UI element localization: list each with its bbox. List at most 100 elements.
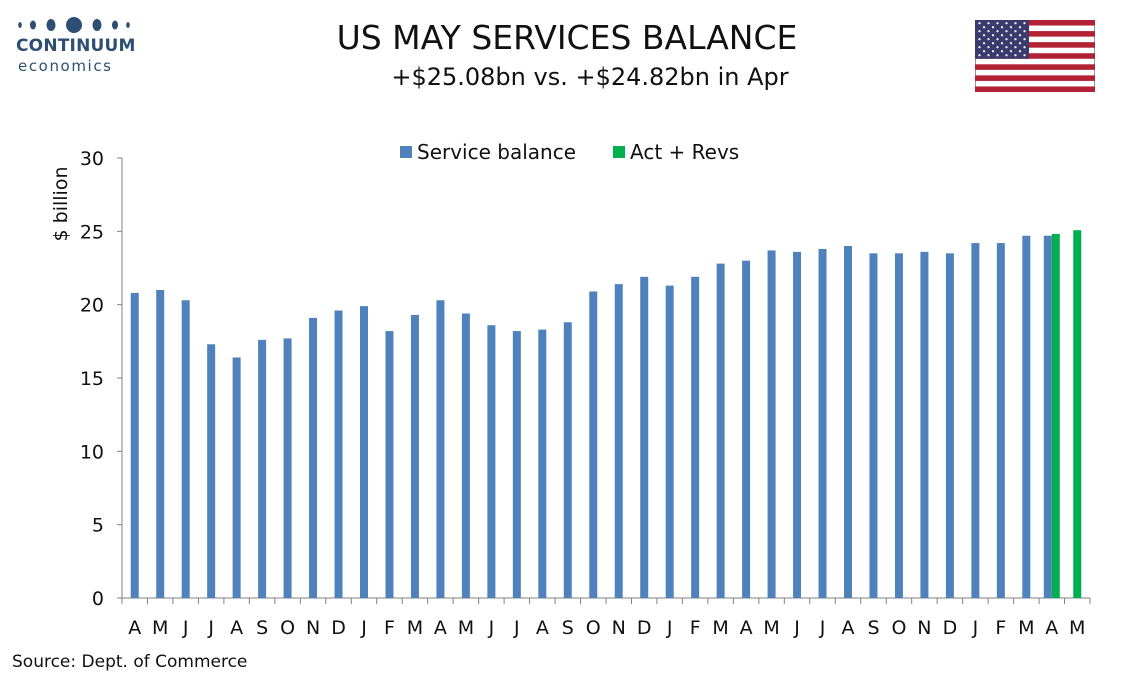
bar-service-balance — [232, 357, 241, 598]
bar-act-revs — [1073, 230, 1082, 598]
logo-wordmark: CONTINUUM — [16, 36, 136, 56]
chart-title: US MAY SERVICES BALANCE — [336, 18, 798, 57]
logo-subtitle: economics — [18, 57, 113, 75]
x-tick-label: N — [306, 617, 320, 639]
bar-service-balance — [156, 290, 165, 598]
y-tick-label: 10 — [80, 441, 104, 463]
x-tick-label: S — [256, 617, 268, 639]
bar-service-balance — [512, 331, 521, 598]
y-tick-label: 30 — [80, 148, 104, 170]
bar-service-balance — [844, 246, 852, 598]
x-tick-label: F — [995, 617, 1006, 639]
bar-service-balance — [1022, 235, 1031, 598]
y-tick-label: 0 — [92, 588, 104, 610]
x-tick-label: J — [488, 617, 495, 639]
bar-service-balance — [665, 285, 674, 598]
y-tick-label: 15 — [80, 368, 104, 390]
x-tick-label: J — [819, 617, 826, 639]
x-tick-label: J — [360, 617, 367, 639]
x-tick-label: A — [434, 617, 447, 639]
x-tick-label: D — [943, 617, 958, 639]
chart-subtitle: +$25.08bn vs. +$24.82bn in Apr — [391, 63, 789, 91]
x-tick-label: N — [612, 617, 626, 639]
bar-act-revs — [1051, 233, 1060, 598]
legend-service-balance-swatch — [400, 146, 412, 158]
legend-act-revs-label: Act + Revs — [630, 140, 739, 164]
x-tick-label: S — [867, 617, 879, 639]
bar-service-balance — [920, 251, 929, 598]
bar-service-balance — [487, 325, 496, 598]
x-tick-label: A — [536, 617, 549, 639]
source-note: Source: Dept. of Commerce — [12, 652, 248, 672]
x-tick-label: A — [128, 617, 141, 639]
x-tick-label: M — [1018, 617, 1034, 639]
x-tick-label: M — [407, 617, 423, 639]
bar-service-balance — [614, 284, 623, 598]
bar-service-balance — [181, 300, 190, 598]
x-tick-label: D — [637, 617, 652, 639]
bar-service-balance — [971, 243, 980, 599]
x-tick-label: O — [586, 617, 601, 639]
x-tick-label: O — [891, 617, 906, 639]
x-tick-label: J — [666, 617, 673, 639]
x-tick-label: F — [690, 617, 701, 639]
bar-service-balance — [309, 317, 318, 598]
x-tick-label: J — [207, 617, 214, 639]
bar-service-balance — [410, 314, 419, 598]
bar-service-balance — [1043, 235, 1052, 598]
x-tick-label: M — [712, 617, 728, 639]
bar-service-balance — [767, 250, 776, 598]
continuum-logo: CONTINUUM economics — [12, 14, 142, 78]
bar-service-balance — [996, 243, 1005, 599]
bar-service-balance — [589, 291, 598, 598]
bar-service-balance — [869, 253, 878, 599]
x-tick-label: O — [280, 617, 295, 639]
bar-service-balance — [436, 300, 445, 598]
x-tick-label: N — [917, 617, 931, 639]
x-tick-label: S — [562, 617, 574, 639]
bar-service-balance — [742, 260, 751, 598]
x-tick-label: A — [740, 617, 753, 639]
x-tick-label: J — [793, 617, 800, 639]
bar-service-balance — [130, 292, 139, 598]
bar-service-balance — [283, 338, 292, 598]
bar-service-balance — [334, 310, 343, 598]
x-tick-label: A — [1045, 617, 1058, 639]
bar-service-balance — [385, 331, 394, 598]
chart-bars — [130, 230, 1082, 599]
bar-service-balance — [563, 322, 572, 598]
y-tick-label: 20 — [80, 295, 104, 317]
bar-service-balance — [818, 248, 827, 598]
legend-act-revs-swatch — [613, 146, 625, 158]
bar-service-balance — [461, 313, 470, 598]
chart-legend: Service balance Act + Revs — [400, 140, 739, 164]
x-tick-label: F — [384, 617, 395, 639]
bar-service-balance — [640, 276, 649, 598]
legend-service-balance-label: Service balance — [417, 140, 576, 164]
x-tick-label: A — [842, 617, 855, 639]
x-tick-label: M — [763, 617, 779, 639]
x-tick-label: M — [1069, 617, 1085, 639]
x-tick-label: D — [331, 617, 346, 639]
x-tick-label: J — [513, 617, 520, 639]
y-tick-label: 25 — [80, 221, 104, 243]
x-tick-label: A — [230, 617, 243, 639]
bar-service-balance — [716, 263, 725, 598]
bar-service-balance — [894, 253, 903, 599]
x-tick-label: M — [458, 617, 474, 639]
bar-service-balance — [538, 329, 547, 598]
y-tick-label: 5 — [92, 515, 104, 537]
logo-dots-icon — [18, 17, 130, 33]
bar-service-balance — [691, 276, 700, 598]
x-tick-label: J — [182, 617, 189, 639]
bar-service-balance — [945, 253, 954, 599]
bar-service-balance — [360, 306, 368, 598]
us-flag-icon — [975, 20, 1095, 92]
bar-service-balance — [793, 251, 802, 598]
x-tick-label: J — [972, 617, 979, 639]
bar-service-balance — [207, 344, 216, 598]
y-axis-label: $ billion — [50, 167, 72, 242]
bar-service-balance — [258, 339, 267, 598]
